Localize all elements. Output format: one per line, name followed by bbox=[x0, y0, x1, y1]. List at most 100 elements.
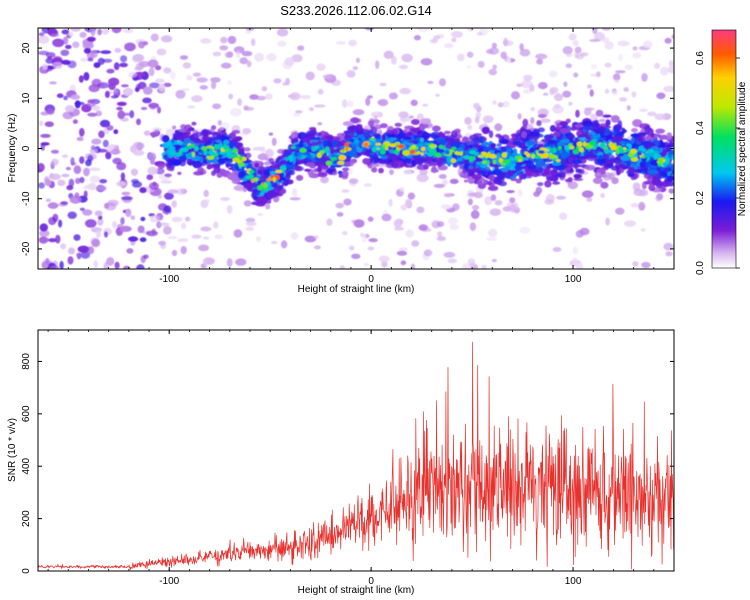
spectrogram-noise-blob bbox=[654, 62, 661, 69]
spectrogram-band-blob bbox=[498, 135, 505, 141]
spectrogram-noise-blob bbox=[537, 82, 548, 90]
spectrogram-band-blob bbox=[656, 193, 664, 201]
spectrogram-band-blob bbox=[486, 181, 493, 186]
spectrogram-band-blob bbox=[189, 134, 196, 141]
spectrogram-band-blob bbox=[537, 127, 545, 133]
spectrogram-peak-spot bbox=[420, 152, 425, 156]
spectrogram-peak-spot bbox=[540, 153, 544, 159]
spectrogram-noise-blob bbox=[227, 35, 237, 45]
spectrogram-noise-blob bbox=[140, 106, 148, 111]
spectrogram-noise-blob bbox=[156, 48, 167, 56]
spectrogram-band-blob bbox=[509, 197, 516, 204]
spectrogram-band-blob bbox=[537, 182, 544, 187]
spectrogram-band-blob bbox=[590, 134, 601, 141]
spectrogram-noise-blob bbox=[55, 234, 61, 244]
spectrogram-band-blob bbox=[269, 171, 277, 175]
spectrogram-noise-blob bbox=[433, 35, 441, 41]
spectrogram-noise-blob bbox=[67, 60, 77, 69]
spectrogram-band-blob bbox=[381, 134, 386, 142]
spectrogram-noise-blob bbox=[575, 262, 584, 269]
spectrogram-noise-blob bbox=[405, 229, 414, 238]
spectrogram-noise-blob bbox=[261, 86, 268, 92]
spectrogram-noise-blob bbox=[489, 208, 501, 216]
spectrogram-band-blob bbox=[631, 143, 636, 149]
spectrogram-noise-blob bbox=[568, 33, 577, 41]
spectrogram-noise-blob bbox=[519, 226, 531, 234]
spectrogram-noise-blob bbox=[368, 238, 378, 243]
spectrogram-noise-blob bbox=[211, 81, 217, 90]
spectrogram-noise-blob bbox=[617, 40, 630, 47]
spectrogram-noise-blob bbox=[305, 71, 315, 81]
spectrogram-noise-blob bbox=[86, 36, 96, 42]
spectrogram-peak-spot bbox=[237, 162, 245, 166]
spectrogram-noise-blob bbox=[559, 212, 568, 220]
spectrogram-band-blob bbox=[443, 130, 451, 135]
spectrogram-noise-blob bbox=[59, 260, 64, 269]
spectrogram-noise-blob bbox=[140, 216, 146, 222]
spectrogram-noise-blob bbox=[565, 63, 572, 68]
spectrogram-noise-blob bbox=[149, 152, 157, 161]
spectrogram-noise-blob bbox=[128, 236, 139, 242]
spectrogram-noise-blob bbox=[163, 226, 172, 235]
spectrogram-noise-blob bbox=[90, 145, 96, 151]
spectrogram-noise-blob bbox=[214, 234, 223, 240]
spectrogram-noise-blob bbox=[106, 257, 115, 266]
spectrogram-band-blob bbox=[645, 151, 656, 158]
spectrogram-noise-blob bbox=[233, 229, 243, 238]
spectrogram-peak-spot bbox=[272, 176, 276, 183]
spectrogram-band-blob bbox=[584, 107, 595, 111]
spectrogram-noise-blob bbox=[543, 92, 549, 96]
spectrogram-noise-blob bbox=[171, 200, 177, 208]
spectrogram-noise-blob bbox=[596, 71, 601, 78]
spectrogram-noise-blob bbox=[58, 219, 63, 228]
spectrogram-noise-blob bbox=[314, 104, 326, 108]
spectrogram-noise-blob bbox=[370, 111, 383, 118]
spectrogram-noise-blob bbox=[589, 113, 599, 121]
spectrogram-noise-blob bbox=[139, 237, 147, 243]
spectrogram-noise-blob bbox=[276, 28, 289, 37]
spectrogram-noise-blob bbox=[665, 251, 673, 257]
spectrogram-noise-blob bbox=[618, 54, 624, 62]
spectrogram-band-blob bbox=[256, 197, 267, 206]
spectrogram-peak-spot bbox=[445, 149, 450, 155]
spectrogram-band-blob bbox=[551, 162, 562, 166]
spectrogram-band-blob bbox=[188, 161, 193, 166]
spectrogram-band-blob bbox=[598, 154, 604, 160]
spectrogram-band-blob bbox=[350, 117, 360, 124]
spectrogram-peak-spot bbox=[209, 147, 214, 152]
spectrogram-noise-blob bbox=[346, 70, 356, 78]
spectrogram-noise-blob bbox=[131, 168, 137, 177]
spectrogram-noise-blob bbox=[435, 93, 440, 97]
spectrogram-noise-blob bbox=[339, 265, 346, 269]
spectrogram-band-blob bbox=[478, 170, 488, 175]
spectrogram-peak-spot bbox=[429, 144, 437, 149]
spectrogram-noise-blob bbox=[185, 216, 191, 222]
spectrogram-peak-spot bbox=[572, 149, 579, 155]
spectrogram-noise-blob bbox=[65, 166, 71, 171]
spectrogram-band-blob bbox=[230, 142, 236, 147]
spectrogram-noise-blob bbox=[486, 49, 494, 54]
spectrogram-noise-blob bbox=[613, 73, 621, 81]
spectrogram-band-blob bbox=[538, 114, 547, 119]
spectrogram-peak-spot bbox=[293, 152, 299, 157]
spectrogram-peak-spot bbox=[345, 147, 349, 151]
spectrogram-band-blob bbox=[317, 158, 322, 162]
spectrogram-band-blob bbox=[549, 133, 555, 139]
spectrogram-noise-blob bbox=[423, 249, 433, 257]
spectrogram-peak-spot bbox=[569, 145, 575, 150]
spectrogram-peak-spot bbox=[375, 142, 382, 146]
spectrogram-peak-spot bbox=[477, 155, 484, 158]
spectrogram-band-blob bbox=[402, 136, 412, 141]
spectrogram-noise-blob bbox=[97, 28, 102, 36]
spectrogram-band-blob bbox=[407, 132, 413, 136]
snr-y-tick-label: 0 bbox=[21, 568, 32, 574]
spectrogram-band-blob bbox=[659, 147, 664, 153]
spectrogram-peak-spot bbox=[275, 169, 283, 174]
spectrogram-band-blob bbox=[634, 169, 640, 173]
spectrogram-noise-blob bbox=[668, 60, 674, 68]
spectrogram-noise-blob bbox=[77, 245, 90, 253]
spectrogram-peak-spot bbox=[428, 149, 437, 155]
spectrogram-noise-blob bbox=[203, 189, 209, 197]
spectrogram-peak-spot bbox=[515, 155, 524, 160]
spectrogram-noise-blob bbox=[139, 187, 147, 194]
